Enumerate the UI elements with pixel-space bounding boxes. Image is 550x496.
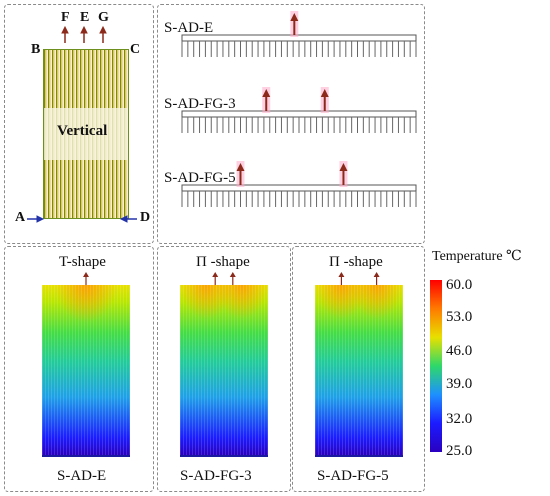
corner-label-d: D — [140, 210, 151, 225]
colorbar-tick-3: 46.0 — [446, 343, 473, 359]
shape-label-1: T-shape — [59, 254, 106, 270]
case-label-3: S-AD-FG-5 — [317, 468, 389, 484]
colorbar-gradient — [430, 280, 442, 452]
case-label-1: S-AD-E — [57, 468, 107, 484]
profile-comb-3 — [181, 161, 417, 207]
colorbar-tick-1: 60.0 — [446, 277, 473, 293]
vertical-zone-band — [44, 108, 128, 160]
inlet-arrows — [27, 215, 137, 223]
outlet-arrowhead — [83, 272, 89, 277]
profile-comb-2 — [181, 87, 417, 133]
temp-outlet-arrow-1 — [83, 272, 89, 285]
profile-label-1: S-AD-E — [164, 20, 214, 36]
profile-comb-1 — [181, 11, 417, 57]
profiles-panel: S-AD-E S-AD-FG-3 S-AD-FG-5 — [157, 4, 425, 244]
shape-label-3: Π -shape — [329, 254, 383, 270]
outlet-arrows — [61, 25, 107, 43]
outlet-arrowhead — [338, 272, 345, 277]
colorbar: Temperature ℃ 60.0 53.0 46.0 39.0 32.0 2… — [428, 246, 548, 492]
zone-label: Vertical — [57, 123, 108, 139]
colorbar-title: Temperature ℃ — [432, 249, 522, 264]
temp-panel-1: T-shape S-AD-E — [4, 246, 154, 492]
profile-label-2: S-AD-FG-3 — [164, 96, 236, 112]
comb-header — [181, 184, 417, 192]
corner-label-c: C — [130, 42, 141, 57]
colorbar-tick-4: 39.0 — [446, 376, 473, 392]
colorbar-tick-5: 32.0 — [446, 411, 473, 427]
outlet-arrowhead — [262, 89, 271, 97]
outlet-label-f: F — [61, 10, 70, 25]
outlet-arrowhead — [320, 89, 329, 97]
outlet-arrowhead — [290, 13, 299, 21]
outlet-arrowhead — [339, 163, 348, 171]
channel-plate — [43, 49, 129, 219]
schematic-panel: F E G B C Vertical A D — [4, 4, 154, 244]
shape-label-2: Π -shape — [196, 254, 250, 270]
outlet-label-e: E — [80, 10, 90, 25]
corner-label-b: B — [31, 42, 41, 57]
temp-panel-3: Π -shape S-AD-FG-5 — [292, 246, 425, 492]
temperature-map-2 — [180, 285, 268, 457]
case-label-2: S-AD-FG-3 — [180, 468, 252, 484]
temperature-map-1 — [42, 285, 130, 457]
comb-header — [181, 110, 417, 118]
colorbar-tick-2: 53.0 — [446, 309, 473, 325]
colorbar-tick-6: 25.0 — [446, 443, 473, 459]
comb-header — [181, 34, 417, 42]
outlet-arrowhead — [229, 272, 236, 277]
temp-panel-2: Π -shape S-AD-FG-3 — [157, 246, 291, 492]
corner-label-a: A — [15, 210, 26, 225]
outlet-arrowhead — [212, 272, 219, 277]
outlet-arrowhead — [373, 272, 380, 277]
temperature-map-3 — [315, 285, 403, 457]
temp-outlet-arrow-2 — [212, 272, 236, 285]
outlet-arrowhead — [236, 163, 245, 171]
outlet-label-g: G — [98, 10, 109, 25]
profile-label-3: S-AD-FG-5 — [164, 170, 236, 186]
temp-outlet-arrow-3 — [338, 272, 380, 285]
